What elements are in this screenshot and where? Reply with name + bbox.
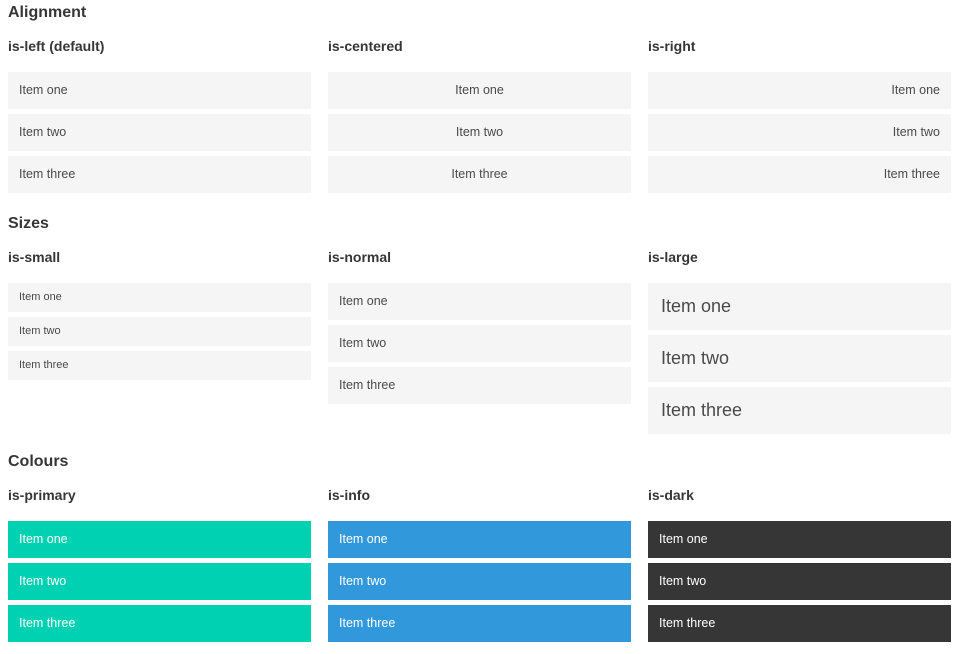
list-align-left: Item one Item two Item three xyxy=(8,72,311,193)
list-item[interactable]: Item two xyxy=(328,563,631,600)
list-color-dark: Item one Item two Item three xyxy=(648,521,951,642)
list-item[interactable]: Item one xyxy=(8,72,311,109)
list-item[interactable]: Item one xyxy=(328,283,631,320)
list-item[interactable]: Item three xyxy=(648,387,951,434)
list-item[interactable]: Item two xyxy=(648,114,951,151)
variant-column-is-right: is-right Item one Item two Item three xyxy=(648,37,951,198)
list-item[interactable]: Item two xyxy=(328,114,631,151)
list-item[interactable]: Item two xyxy=(8,317,311,346)
list-item[interactable]: Item three xyxy=(8,351,311,380)
list-item[interactable]: Item two xyxy=(648,563,951,600)
variant-column-is-dark: is-dark Item one Item two Item three xyxy=(648,486,951,647)
list-size-normal: Item one Item two Item three xyxy=(328,283,631,404)
alignment-grid: is-left (default) Item one Item two Item… xyxy=(8,37,951,198)
list-item[interactable]: Item one xyxy=(8,283,311,312)
list-item[interactable]: Item two xyxy=(648,335,951,382)
variant-column-is-large: is-large Item one Item two Item three xyxy=(648,248,951,439)
list-item[interactable]: Item two xyxy=(8,114,311,151)
variant-label: is-dark xyxy=(648,487,694,503)
list-color-info: Item one Item two Item three xyxy=(328,521,631,642)
list-item[interactable]: Item three xyxy=(648,605,951,642)
list-color-primary: Item one Item two Item three xyxy=(8,521,311,642)
list-item[interactable]: Item one xyxy=(328,72,631,109)
list-item[interactable]: Item two xyxy=(328,325,631,362)
list-align-right: Item one Item two Item three xyxy=(648,72,951,193)
list-item[interactable]: Item three xyxy=(328,156,631,193)
section-sizes: Sizes is-small Item one Item two Item th… xyxy=(8,214,951,439)
list-item[interactable]: Item one xyxy=(648,283,951,330)
section-title: Sizes xyxy=(8,215,49,232)
variant-column-is-centered: is-centered Item one Item two Item three xyxy=(328,37,631,198)
variant-column-is-normal: is-normal Item one Item two Item three xyxy=(328,248,631,409)
variant-label: is-large xyxy=(648,249,698,265)
variant-label: is-normal xyxy=(328,249,392,265)
colours-grid: is-primary Item one Item two Item three … xyxy=(8,486,951,647)
list-item[interactable]: Item three xyxy=(328,367,631,404)
section-title: Alignment xyxy=(8,4,87,21)
variant-column-is-small: is-small Item one Item two Item three xyxy=(8,248,311,385)
variant-column-is-left: is-left (default) Item one Item two Item… xyxy=(8,37,311,198)
variant-label: is-primary xyxy=(8,487,76,503)
section-title: Colours xyxy=(8,453,69,470)
variant-column-is-info: is-info Item one Item two Item three xyxy=(328,486,631,647)
list-item[interactable]: Item three xyxy=(648,156,951,193)
section-colours: Colours is-primary Item one Item two Ite… xyxy=(8,452,951,647)
list-item[interactable]: Item two xyxy=(8,563,311,600)
variant-label: is-small xyxy=(8,249,61,265)
variant-label: is-right xyxy=(648,38,696,54)
list-item[interactable]: Item three xyxy=(328,605,631,642)
list-size-small: Item one Item two Item three xyxy=(8,283,311,380)
list-item[interactable]: Item one xyxy=(648,521,951,558)
sizes-grid: is-small Item one Item two Item three is… xyxy=(8,248,951,439)
variant-label: is-left (default) xyxy=(8,38,105,54)
variant-label: is-info xyxy=(328,487,370,503)
section-alignment: Alignment is-left (default) Item one Ite… xyxy=(8,3,951,198)
variant-label: is-centered xyxy=(328,38,403,54)
variant-column-is-primary: is-primary Item one Item two Item three xyxy=(8,486,311,647)
list-item[interactable]: Item one xyxy=(328,521,631,558)
list-item[interactable]: Item three xyxy=(8,156,311,193)
list-item[interactable]: Item one xyxy=(648,72,951,109)
list-item[interactable]: Item three xyxy=(8,605,311,642)
list-align-center: Item one Item two Item three xyxy=(328,72,631,193)
list-item[interactable]: Item one xyxy=(8,521,311,558)
list-size-large: Item one Item two Item three xyxy=(648,283,951,434)
